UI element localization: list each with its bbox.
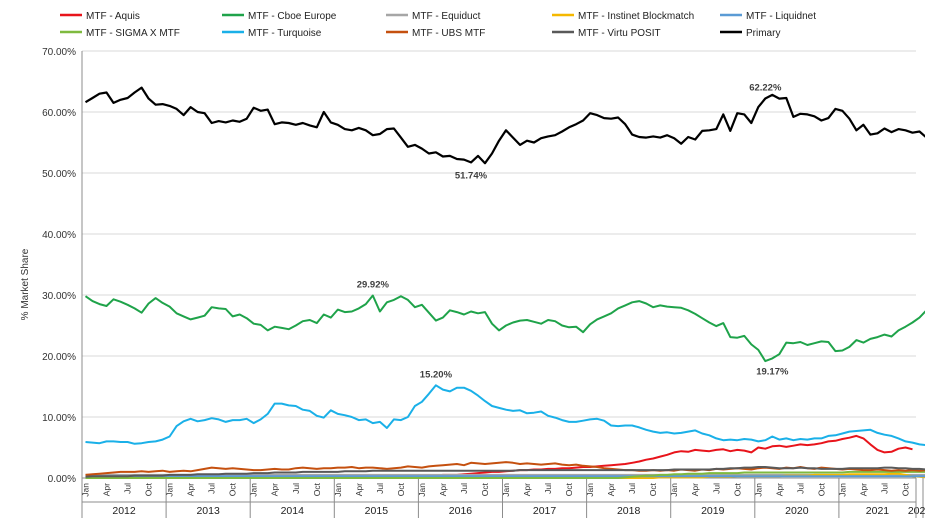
data-label: 62.22%	[749, 82, 782, 93]
x-tick-label: Apr	[186, 483, 196, 496]
x-tick-label: Apr	[438, 483, 448, 496]
y-tick-label: 60.00%	[42, 108, 76, 119]
y-tick-label: 30.00%	[42, 291, 76, 302]
y-axis-label: % Market Share	[20, 248, 31, 320]
year-label: 2018	[617, 505, 641, 517]
y-tick-label: 10.00%	[42, 413, 76, 424]
x-tick-label: Jul	[123, 483, 133, 494]
series-line-mtf-turquoise	[86, 385, 925, 445]
year-label: 2015	[365, 505, 389, 517]
x-tick-label: Apr	[354, 483, 364, 496]
year-label: 2017	[533, 505, 557, 517]
legend-label: MTF - Aquis	[86, 11, 140, 22]
year-label: 2021	[866, 505, 890, 517]
x-tick-label: Oct	[732, 482, 742, 496]
year-label: 2016	[449, 505, 473, 517]
x-tick-label: Jul	[711, 483, 721, 494]
x-tick-label: Apr	[270, 483, 280, 496]
x-tick-label: Jul	[627, 483, 637, 494]
legend-label: MTF - Cboe Europe	[248, 11, 337, 22]
data-label: 51.74%	[455, 170, 488, 181]
y-tick-label: 40.00%	[42, 230, 76, 241]
year-label: 2013	[196, 505, 220, 517]
x-tick-label: Jul	[879, 483, 889, 494]
x-tick-label: Apr	[522, 483, 532, 496]
x-tick-label: Oct	[312, 482, 322, 496]
x-tick-label: Jul	[375, 483, 385, 494]
x-tick-label: Oct	[648, 482, 658, 496]
series-line-mtf-cboe-europe	[86, 291, 925, 361]
x-tick-label: Oct	[480, 482, 490, 496]
legend-label: MTF - Turquoise	[248, 28, 322, 39]
x-tick-label: Oct	[228, 482, 238, 496]
x-tick-label: Oct	[900, 482, 910, 496]
legend-label: MTF - UBS MTF	[412, 28, 485, 39]
x-tick-label: Jul	[207, 483, 217, 494]
y-tick-label: 0.00%	[48, 474, 76, 485]
x-tick-label: Jul	[543, 483, 553, 494]
legend-label: MTF - SIGMA X MTF	[86, 28, 180, 39]
data-label: 19.17%	[756, 366, 789, 377]
x-tick-label: Oct	[564, 482, 574, 496]
x-tick-label: Apr	[774, 483, 784, 496]
x-tick-label: Jul	[795, 483, 805, 494]
x-tick-label: Oct	[144, 482, 154, 496]
x-tick-label: Jul	[291, 483, 301, 494]
legend-label: MTF - Virtu POSIT	[578, 28, 661, 39]
year-label: 2019	[701, 505, 725, 517]
legend-label: MTF - Equiduct	[412, 11, 481, 22]
series-line-primary	[86, 88, 925, 164]
x-tick-label: Jul	[459, 483, 469, 494]
x-tick-label: Apr	[690, 483, 700, 496]
year-label: 2020	[785, 505, 809, 517]
data-label: 29.92%	[357, 279, 390, 290]
y-tick-label: 20.00%	[42, 352, 76, 363]
legend-label: MTF - Instinet Blockmatch	[578, 11, 694, 22]
year-label: 2012	[112, 505, 136, 517]
x-tick-label: Apr	[858, 483, 868, 496]
x-tick-label: Oct	[396, 482, 406, 496]
y-tick-label: 50.00%	[42, 169, 76, 180]
year-label: 2014	[281, 505, 305, 517]
x-tick-label: Oct	[816, 482, 826, 496]
legend-label: MTF - Liquidnet	[746, 11, 816, 22]
x-tick-label: Apr	[102, 483, 112, 496]
y-tick-label: 70.00%	[42, 47, 76, 58]
x-tick-label: Apr	[606, 483, 616, 496]
data-label: 15.20%	[420, 369, 453, 380]
legend-label: Primary	[746, 28, 780, 39]
